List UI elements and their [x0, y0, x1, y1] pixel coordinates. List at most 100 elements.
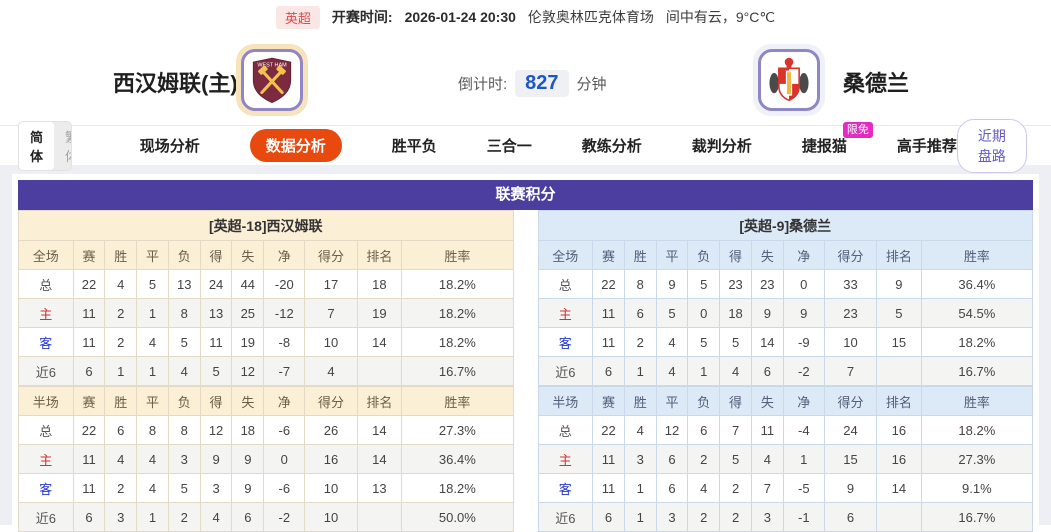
stat-column-header: 得分	[823, 240, 878, 270]
tab-3[interactable]: 三合一	[486, 138, 532, 155]
stat-column-header: 负	[167, 240, 201, 270]
stat-cell: 4	[687, 473, 721, 503]
stat-cell: 9	[231, 473, 265, 503]
stat-cell: 7	[304, 298, 358, 328]
stat-cell	[356, 356, 403, 386]
stat-row: 近6 6 1 4 1 4 6 -2 7 16.7%	[537, 356, 1034, 386]
stat-cell: 18	[719, 298, 752, 328]
tab-0[interactable]: 现场分析	[139, 138, 200, 155]
stat-column-header: 全场	[537, 240, 594, 270]
row-label: 主	[537, 298, 594, 328]
stat-cell: 12	[199, 415, 233, 445]
stat-cell: 8	[623, 269, 657, 299]
stat-cell: 2	[719, 502, 752, 532]
row-label: 近6	[18, 502, 74, 532]
stat-cell: 2	[623, 327, 657, 357]
stat-cell: 1	[687, 356, 721, 386]
away-team-header: [英超-9]桑德兰	[537, 210, 1033, 240]
stat-row: 客 11 1 6 4 2 7 -5 9 14 9.1%	[537, 473, 1034, 503]
limited-free-badge: 限免	[842, 122, 873, 138]
stat-cell: 4	[104, 269, 138, 299]
stat-column-header: 排名	[356, 240, 403, 270]
stat-cell: 18.2%	[920, 327, 1034, 357]
stat-cell: 15	[823, 444, 878, 474]
stat-cell: 22	[72, 415, 106, 445]
stat-cell: 11	[72, 327, 106, 357]
stat-cell: -12	[263, 298, 306, 328]
lang-simplified-button[interactable]: 简体	[19, 121, 55, 170]
stat-cell: 7	[750, 473, 784, 503]
row-label: 近6	[537, 502, 594, 532]
stat-cell: 5	[687, 327, 721, 357]
stat-cell: 23	[823, 298, 878, 328]
league-badge: 英超	[275, 5, 320, 29]
stat-cell: 9	[231, 444, 265, 474]
stat-column-header: 胜	[104, 386, 138, 416]
stat-cell: 3	[104, 502, 138, 532]
stat-cell: 12	[655, 415, 689, 445]
stat-cell: 3	[655, 502, 689, 532]
stat-cell: 4	[750, 444, 784, 474]
stat-cell: 10	[304, 327, 358, 357]
stat-cell: 9	[782, 298, 825, 328]
stat-column-header: 胜率	[920, 240, 1034, 270]
lang-traditional-button[interactable]: 繁体	[54, 122, 71, 170]
stat-cell: 44	[231, 269, 265, 299]
stat-cell: 16.7%	[401, 356, 514, 386]
home-team-badge: WEST HAM	[236, 44, 308, 116]
tab-1[interactable]: 数据分析	[249, 129, 342, 162]
row-label: 总	[18, 415, 74, 445]
stat-cell: -6	[263, 473, 306, 503]
stat-column-header: 排名	[356, 386, 403, 416]
tab-5[interactable]: 裁判分析	[691, 138, 752, 155]
stat-cell: 11	[72, 473, 106, 503]
stat-cell: 50.0%	[401, 502, 514, 532]
stat-cell: 5	[136, 269, 169, 299]
stat-column-header: 失	[750, 386, 784, 416]
stat-cell: 6	[72, 356, 106, 386]
stat-cell: 33	[823, 269, 878, 299]
stat-cell: 6	[655, 444, 689, 474]
tab-7[interactable]: 高手推荐	[896, 138, 957, 155]
tab-2[interactable]: 胜平负	[391, 138, 437, 155]
stat-cell: 22	[592, 415, 625, 445]
stat-row: 主 11 6 5 0 18 9 9 23 5 54.5%	[537, 298, 1034, 328]
stat-cell: 14	[750, 327, 784, 357]
stat-row: 总 22 8 9 5 23 23 0 33 9 36.4%	[537, 269, 1034, 299]
stat-cell: 0	[263, 444, 306, 474]
league-points-section: 联赛积分 [英超-18]西汉姆联 全场赛胜平负得失净得分 排名 胜率总 22 4 5 13 2…	[0, 165, 1051, 532]
stat-column-header: 排名	[876, 240, 922, 270]
stat-cell: -9	[782, 327, 825, 357]
stat-cell: 4	[104, 444, 138, 474]
stat-cell: 8	[167, 415, 201, 445]
stat-cell: 9.1%	[920, 473, 1034, 503]
stat-cell: 2	[104, 298, 138, 328]
league-points-card: 联赛积分 [英超-18]西汉姆联 全场赛胜平负得失净得分 排名 胜率总 22 4 5 13 2…	[12, 174, 1039, 532]
stat-cell: 5	[167, 473, 201, 503]
row-label: 近6	[537, 356, 594, 386]
stat-cell: 18	[231, 415, 265, 445]
stat-cell: 14	[356, 444, 403, 474]
stat-column-header: 胜	[623, 240, 657, 270]
row-label: 主	[537, 444, 594, 474]
stat-cell: 9	[655, 269, 689, 299]
tab-6[interactable]: 捷报猫 限免	[802, 122, 873, 156]
row-label: 客	[537, 473, 594, 503]
stat-row: 主 11 4 4 3 9 9 0 16 14 36.4%	[18, 444, 514, 474]
tab-4[interactable]: 教练分析	[581, 138, 642, 155]
stat-column-header: 胜率	[401, 386, 514, 416]
stat-cell: 4	[136, 327, 169, 357]
stat-cell: 13	[356, 473, 403, 503]
stat-row: 客 11 2 4 5 5 14 -9 10 15 18.2%	[537, 327, 1034, 357]
stat-cell: 10	[823, 327, 878, 357]
recent-odds-button[interactable]: 近期盘路	[956, 118, 1027, 173]
stat-column-header: 半场	[537, 386, 594, 416]
stat-column-header: 胜率	[920, 386, 1034, 416]
row-label: 主	[18, 444, 74, 474]
stat-cell: 26	[304, 415, 358, 445]
stat-cell: 23	[750, 269, 784, 299]
stat-cell: 4	[623, 415, 657, 445]
stat-cell: 2	[167, 502, 201, 532]
stat-column-header: 赛	[72, 386, 106, 416]
stat-cell: 6	[750, 356, 784, 386]
